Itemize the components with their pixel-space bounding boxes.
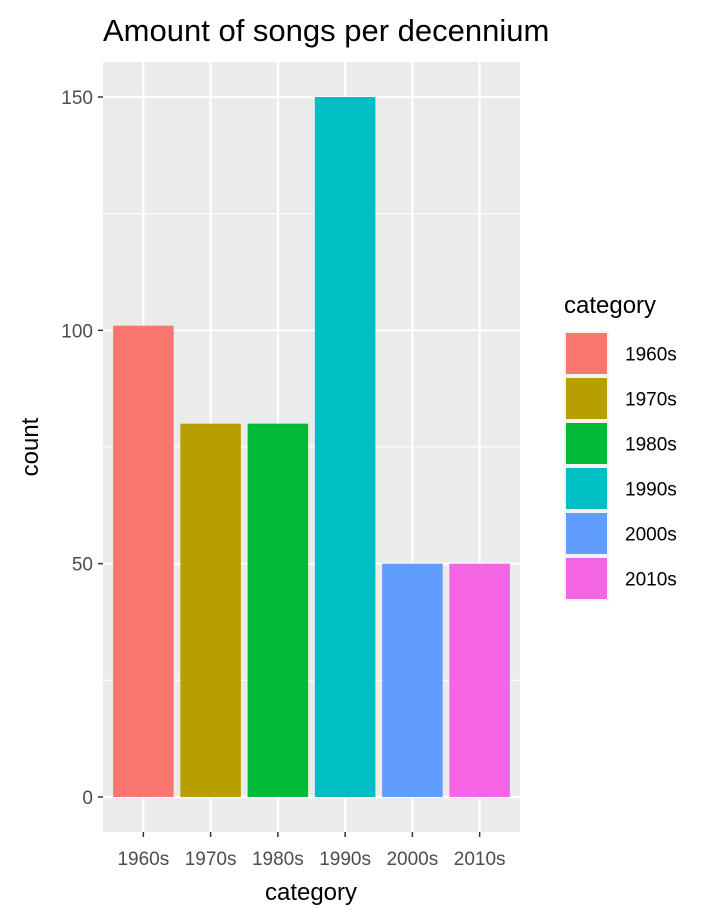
legend-swatch [566,423,607,464]
x-axis: 1960s 1970s 1980s 1990s 2000s 2010s [117,832,506,870]
legend-swatch [566,333,607,374]
x-tick-label: 1960s [117,849,169,870]
legend-swatch [566,378,607,419]
x-tick-label: 1990s [319,849,371,870]
bar-1990s [314,97,376,797]
x-axis-title: category [265,879,357,906]
legend-label: 1960s [625,345,677,366]
y-tick-label: 100 [61,321,93,342]
bar-1970s [180,423,241,797]
x-tick-label: 1970s [185,849,237,870]
bar-2010s [449,563,510,797]
bar-2000s [382,563,443,797]
x-tick-label: 1980s [252,849,304,870]
legend-swatch [566,468,607,509]
y-tick-label: 150 [61,88,93,109]
y-axis: 0 50 100 150 [61,88,103,809]
legend-label: 1990s [625,480,677,501]
legend-title: category [564,292,656,319]
legend-swatch [566,558,607,599]
legend-label: 1980s [625,435,677,456]
legend-label: 2000s [625,525,677,546]
y-tick-label: 50 [72,555,93,576]
legend-label: 1970s [625,390,677,411]
legend-label: 2010s [625,570,677,591]
legend-swatch [566,513,607,554]
bar-1980s [247,423,309,797]
chart-title: Amount of songs per decennium [103,13,549,48]
bars [113,97,510,797]
y-tick-label: 0 [82,788,93,809]
legend: category 1960s 1970s 1980s 1990s 2000s 2010s [564,292,677,601]
x-tick-label: 2010s [454,849,506,870]
bar-1960s [113,325,174,797]
x-tick-label: 2000s [386,849,438,870]
y-axis-title: count [17,417,44,476]
